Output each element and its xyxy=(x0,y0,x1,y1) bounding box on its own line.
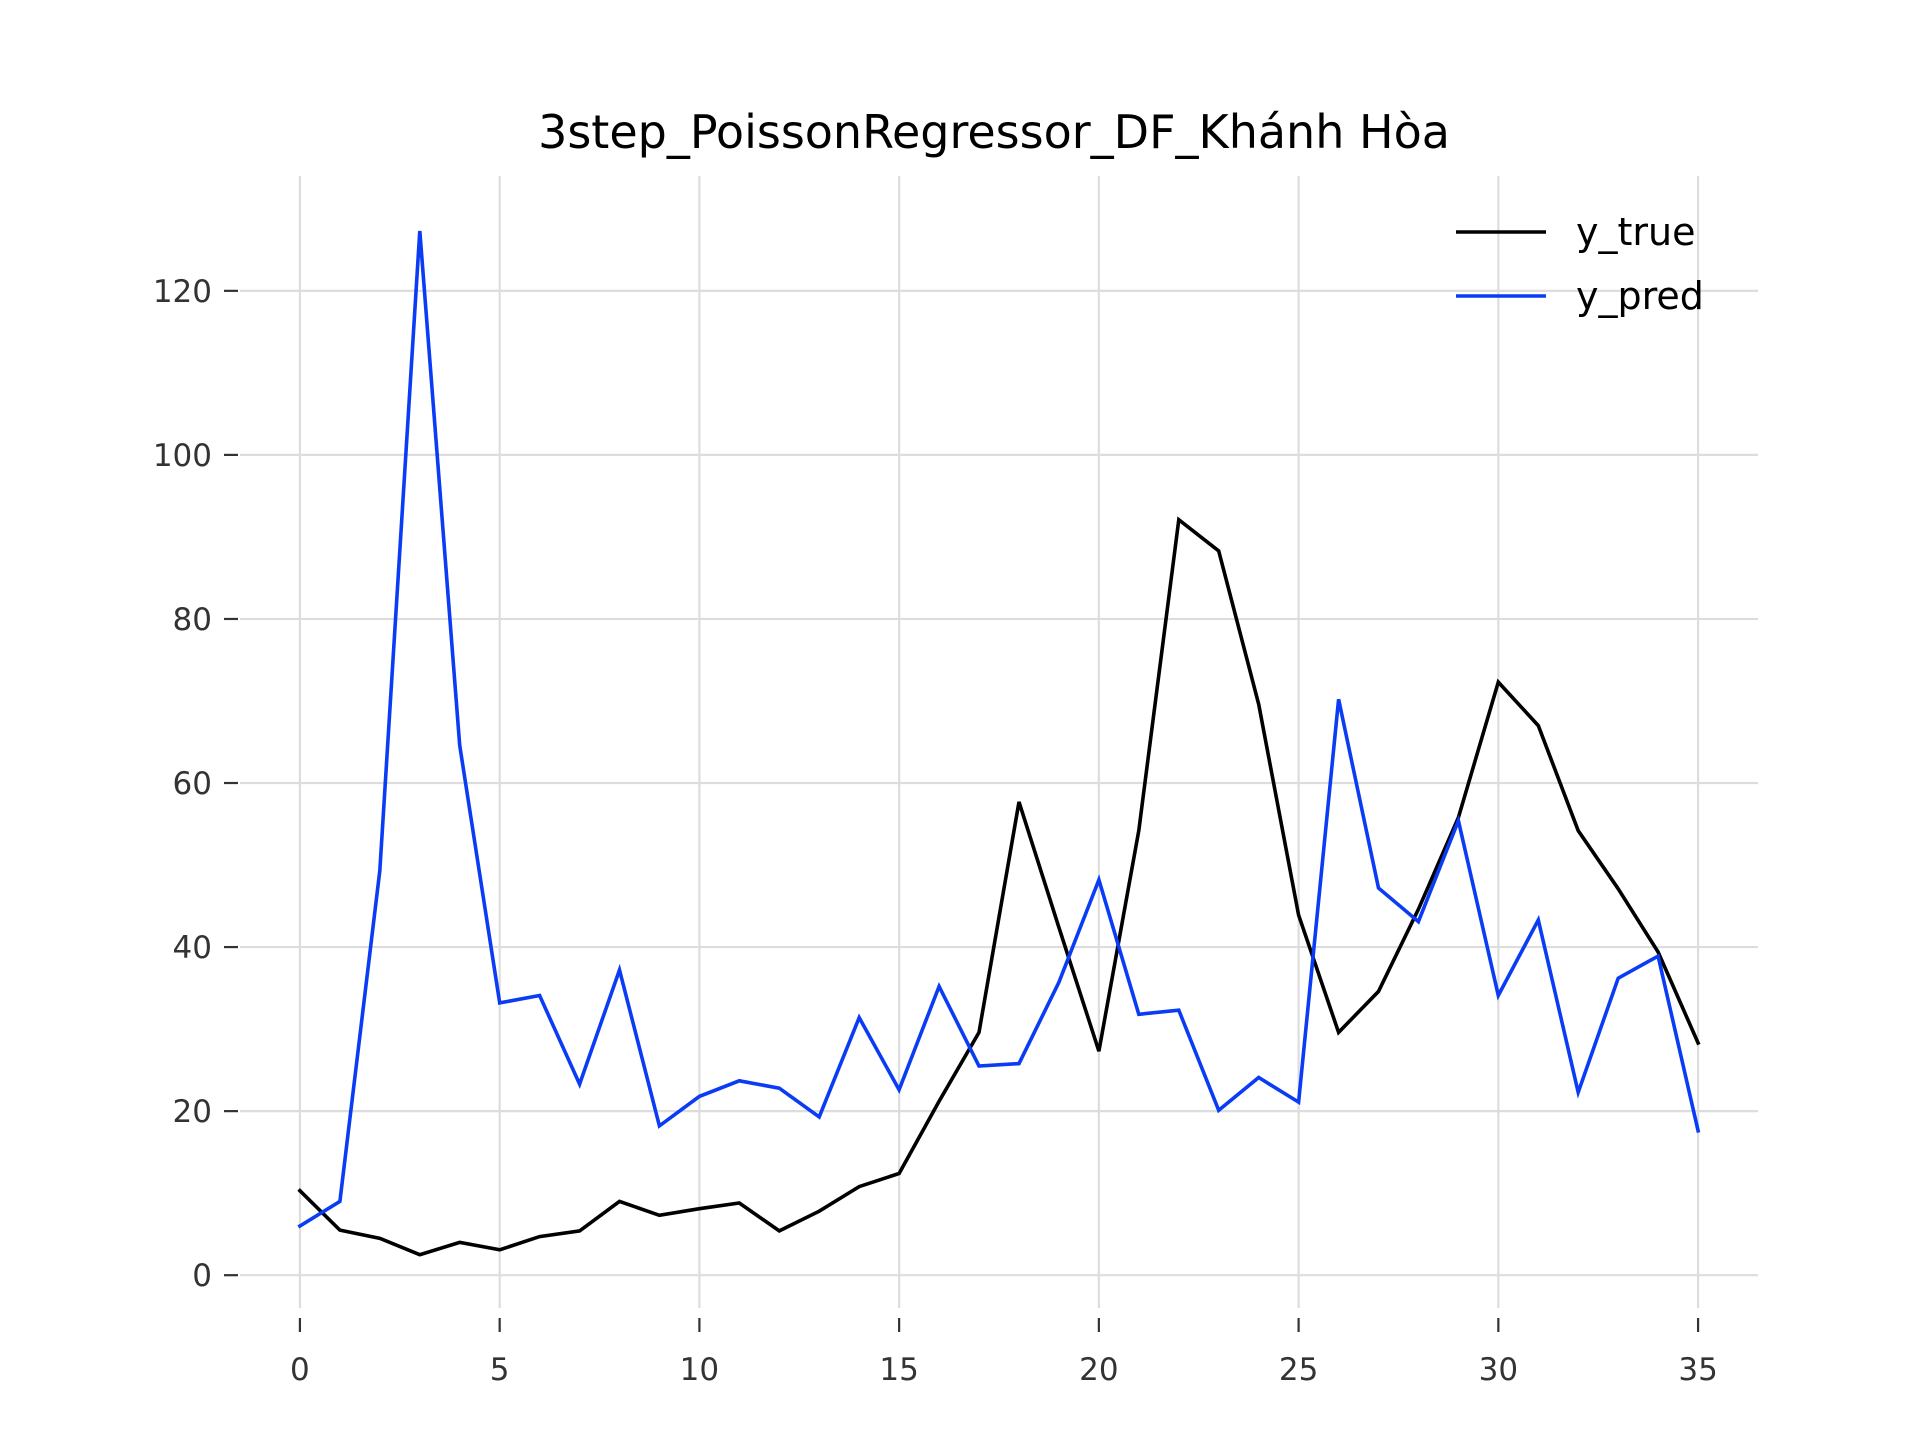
y-tick-label: 20 xyxy=(173,1094,212,1130)
x-tick-label: 30 xyxy=(1479,1352,1518,1388)
x-tick-label: 25 xyxy=(1279,1352,1318,1388)
y-tick-label: 0 xyxy=(192,1258,212,1294)
x-tick-label: 35 xyxy=(1678,1352,1717,1388)
x-tick-label: 20 xyxy=(1079,1352,1118,1388)
y-axis: 0 20 40 60 80 100 120 xyxy=(153,274,238,1294)
x-tick-label: 15 xyxy=(879,1352,918,1388)
x-tick-label: 10 xyxy=(680,1352,719,1388)
y-tick-label: 120 xyxy=(153,274,212,310)
x-tick-label: 0 xyxy=(290,1352,310,1388)
x-tick-label: 5 xyxy=(490,1352,510,1388)
series-layer xyxy=(297,230,1701,1257)
grid-layer xyxy=(240,176,1758,1308)
legend-label-y-true: y_true xyxy=(1576,210,1695,254)
legend: y_true y_pred xyxy=(1456,210,1704,318)
series-line-y-true xyxy=(297,516,1701,1257)
y-tick-label: 40 xyxy=(173,930,212,966)
y-tick-label: 80 xyxy=(173,602,212,638)
y-tick-label: 60 xyxy=(173,766,212,802)
legend-label-y-pred: y_pred xyxy=(1576,274,1704,318)
x-axis: 0 5 10 15 20 25 30 35 xyxy=(290,1318,1718,1388)
chart-title: 3step_PoissonRegressor_DF_Khánh Hòa xyxy=(538,105,1450,159)
y-tick-label: 100 xyxy=(153,438,212,474)
series-line-y-pred xyxy=(297,230,1701,1229)
